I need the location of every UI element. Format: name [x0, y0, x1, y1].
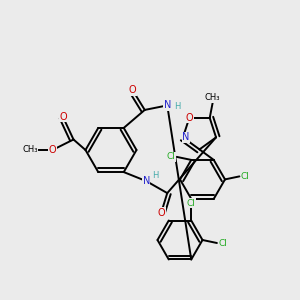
Text: Cl: Cl	[241, 172, 250, 181]
Text: Cl: Cl	[187, 199, 196, 208]
Text: O: O	[158, 208, 165, 218]
Text: O: O	[185, 113, 193, 123]
Text: O: O	[59, 112, 67, 122]
Text: Cl: Cl	[218, 238, 227, 247]
Text: H: H	[174, 102, 180, 111]
Text: N: N	[164, 100, 171, 110]
Text: CH₃: CH₃	[205, 93, 220, 102]
Text: O: O	[129, 85, 136, 95]
Text: Cl: Cl	[167, 152, 175, 161]
Text: H: H	[152, 171, 158, 180]
Text: N: N	[182, 132, 190, 142]
Text: O: O	[49, 145, 56, 155]
Text: N: N	[142, 176, 150, 186]
Text: CH₃: CH₃	[22, 146, 38, 154]
